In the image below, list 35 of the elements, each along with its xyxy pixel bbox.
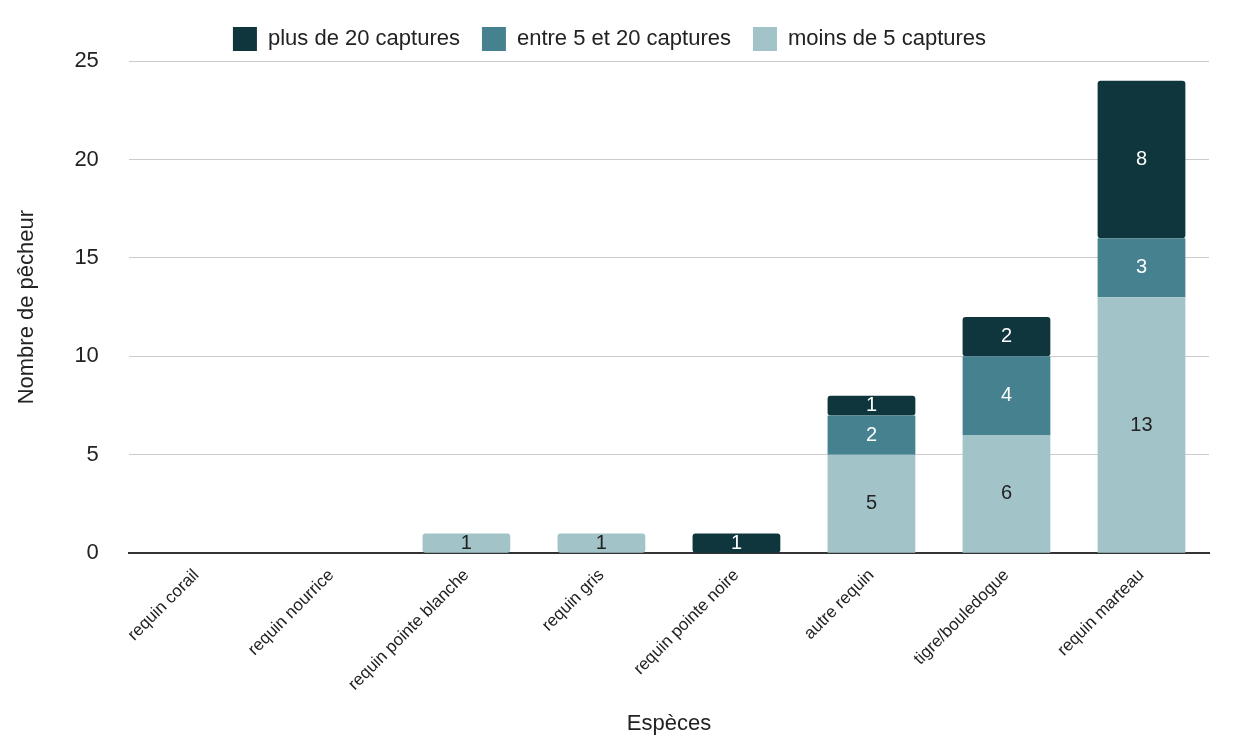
y-axis-title: Nombre de pêcheur	[13, 209, 39, 405]
bar	[1097, 238, 1186, 298]
bar	[962, 356, 1051, 436]
y-tick-label: 25	[74, 47, 99, 73]
y-tick-label: 20	[74, 145, 99, 171]
bar	[962, 316, 1051, 357]
data-label: 1	[730, 530, 743, 553]
legend-label: moins de 5 captures	[787, 25, 987, 51]
data-label: 1	[595, 530, 607, 553]
data-label: 6	[1000, 481, 1013, 504]
data-label: 8	[1135, 146, 1148, 169]
legend-label: plus de 20 captures	[267, 25, 460, 51]
bar	[1097, 297, 1186, 553]
bar	[962, 435, 1051, 553]
y-tick-label: 0	[86, 539, 99, 565]
data-label: 3	[1135, 255, 1148, 278]
y-tick-label: 10	[74, 342, 99, 368]
data-label: 1	[865, 393, 878, 416]
data-label: 2	[865, 422, 878, 445]
bar	[422, 533, 511, 553]
data-label: 5	[865, 491, 878, 514]
bar	[827, 454, 916, 553]
legend-label: entre 5 et 20 captures	[516, 25, 731, 51]
x-axis-title: Espèces	[626, 709, 712, 735]
bar	[1097, 80, 1186, 239]
data-label: 2	[1000, 324, 1013, 347]
bar	[827, 415, 916, 455]
data-label: 1	[460, 530, 472, 553]
data-label: 4	[1000, 383, 1013, 406]
y-tick-label: 5	[86, 440, 99, 466]
bar	[692, 533, 781, 553]
data-label: 13	[1130, 412, 1153, 435]
y-tick-label: 15	[74, 243, 99, 269]
bar	[827, 395, 916, 416]
bar	[557, 533, 646, 553]
